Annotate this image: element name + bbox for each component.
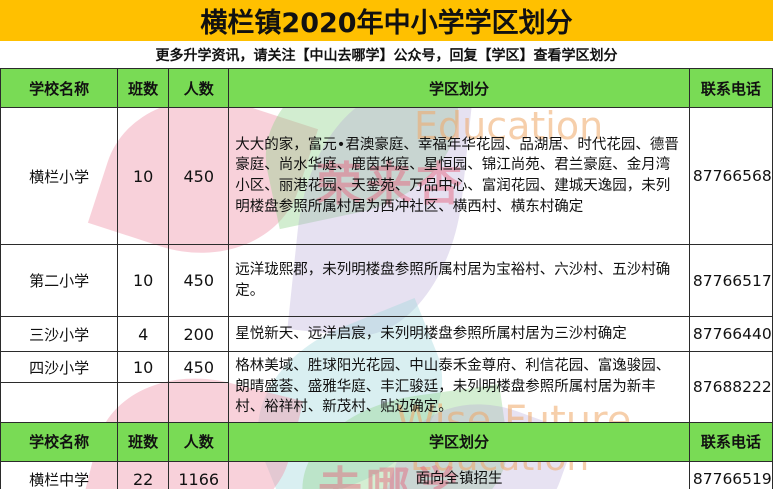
cell-student-count: 450: [168, 244, 230, 317]
cell-class-count: 4: [117, 316, 170, 352]
header-zone: 学区划分: [228, 68, 690, 108]
header-class-count-2: 班数: [117, 421, 170, 462]
table-header-row-primary: 学校名称 班数 人数 学区划分 联系电话: [0, 68, 773, 108]
cell-zone-description: 格林美域、胜球阳光花园、中山泰禾金尊府、利信花园、富逸骏园、朗晴盛荟、盛雅华庭、…: [228, 351, 690, 423]
cell-telephone: 87766517: [688, 244, 773, 317]
cell-zone-description: 面向全镇招生: [228, 460, 690, 489]
header-school-name-2: 学校名称: [0, 421, 119, 462]
table-row: 横栏中学 22 1166 面向全镇招生 87766519: [0, 460, 773, 489]
header-zone-2: 学区划分: [228, 421, 690, 462]
cell-school-name: 横栏小学: [0, 107, 119, 245]
page-title-bar: 横栏镇2020年中小学学区划分: [0, 0, 773, 41]
cell-class-count: 22: [117, 460, 170, 489]
page-subtitle-bar: 更多升学资讯，请关注【中山去哪学】公众号，回复【学区】查看学区划分: [0, 41, 773, 68]
header-school-name: 学校名称: [0, 68, 119, 108]
header-student-count-2: 人数: [168, 421, 230, 462]
table-row: 横栏小学 10 450 大大的家，富元•君澳豪庭、幸福年华花园、品湖居、时代花园…: [0, 107, 773, 245]
cell-student-count: 450: [168, 350, 230, 384]
cell-class-count-empty: [117, 382, 170, 423]
header-class-count: 班数: [117, 68, 170, 108]
cell-telephone: 87766568: [688, 107, 773, 245]
table-row: 三沙小学 4 200 星悦新天、远洋启宸，未列明楼盘参照所属村居为三沙村确定 8…: [0, 316, 773, 352]
cell-zone-description: 远洋珑熙郡，未列明楼盘参照所属村居为宝裕村、六沙村、五沙村确定。: [228, 244, 690, 317]
cell-school-name-empty: [0, 382, 119, 423]
cell-telephone: 87766519: [688, 460, 773, 489]
cell-student-count-empty: [168, 382, 230, 423]
header-student-count: 人数: [168, 68, 230, 108]
page-subtitle: 更多升学资讯，请关注【中山去哪学】公众号，回复【学区】查看学区划分: [155, 47, 618, 64]
page-title: 横栏镇2020年中小学学区划分: [200, 8, 573, 39]
school-zone-table: 学校名称 班数 人数 学区划分 联系电话 横栏小学 10 450 大大的家，富元…: [0, 68, 773, 489]
table-row: 四沙小学 10 450 格林美域、胜球阳光花园、中山泰禾金尊府、利信花园、富逸骏…: [0, 350, 773, 423]
cell-telephone: 87766440: [688, 316, 773, 352]
cell-school-name: 横栏中学: [0, 460, 119, 489]
table-row-spacer: [0, 382, 773, 423]
cell-class-count: 10: [117, 107, 170, 245]
cell-student-count: 450: [168, 107, 230, 245]
cell-class-count: 10: [117, 350, 170, 384]
cell-class-count: 10: [117, 244, 170, 317]
cell-zone-description: 大大的家，富元•君澳豪庭、幸福年华花园、品湖居、时代花园、德晋豪庭、尚水华庭、鹿…: [228, 107, 690, 245]
cell-telephone: 87688222: [688, 351, 773, 423]
table-header-row-secondary: 学校名称 班数 人数 学区划分 联系电话: [0, 421, 773, 462]
cell-school-name: 第二小学: [0, 244, 119, 317]
header-telephone-2: 联系电话: [688, 421, 773, 462]
cell-zone-description: 星悦新天、远洋启宸，未列明楼盘参照所属村居为三沙村确定: [228, 316, 690, 352]
cell-school-name: 四沙小学: [0, 350, 119, 384]
cell-student-count: 200: [168, 316, 230, 352]
cell-student-count: 1166: [168, 460, 230, 489]
header-telephone: 联系电话: [688, 68, 773, 108]
table-row: 第二小学 10 450 远洋珑熙郡，未列明楼盘参照所属村居为宝裕村、六沙村、五沙…: [0, 244, 773, 317]
cell-school-name: 三沙小学: [0, 316, 119, 352]
